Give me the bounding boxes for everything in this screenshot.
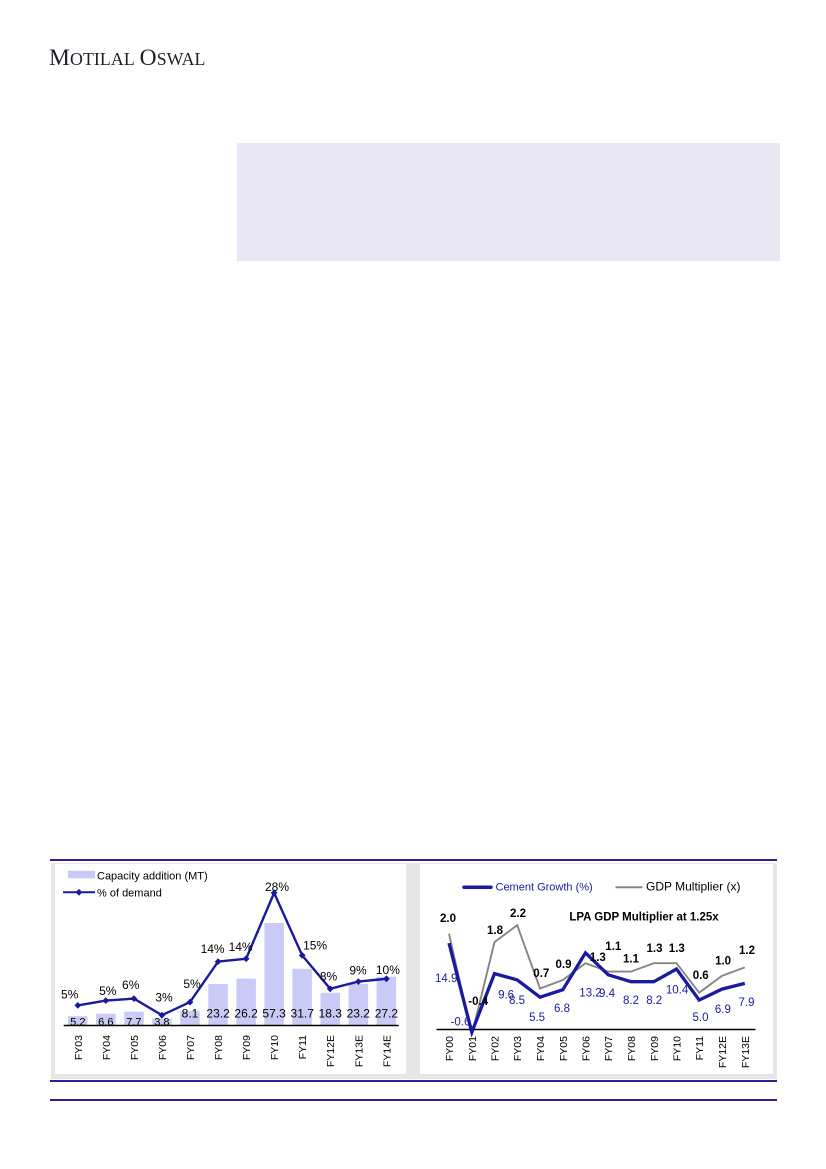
svg-text:5.2: 5.2	[70, 1016, 85, 1028]
svg-text:FY04: FY04	[101, 1035, 113, 1060]
svg-text:Capacity addition (MT): Capacity addition (MT)	[97, 871, 208, 883]
svg-text:2.0: 2.0	[440, 913, 456, 925]
svg-text:FY09: FY09	[648, 1036, 660, 1061]
svg-text:FY08: FY08	[626, 1036, 638, 1061]
svg-text:5%: 5%	[61, 988, 79, 1002]
svg-text:FY10: FY10	[269, 1035, 281, 1060]
svg-text:FY06: FY06	[157, 1035, 169, 1060]
svg-text:FY03: FY03	[73, 1035, 85, 1060]
svg-text:10.4: 10.4	[665, 985, 688, 997]
svg-text:-0.4: -0.4	[468, 996, 488, 1008]
svg-text:8.1: 8.1	[182, 1007, 199, 1021]
svg-text:1.1: 1.1	[605, 941, 622, 953]
svg-text:5.5: 5.5	[529, 1012, 545, 1024]
svg-text:FY03: FY03	[512, 1036, 524, 1061]
svg-text:1.3: 1.3	[589, 952, 605, 964]
svg-text:3%: 3%	[155, 991, 173, 1005]
svg-text:1.8: 1.8	[487, 925, 504, 937]
svg-text:5%: 5%	[99, 984, 117, 998]
svg-text:FY06: FY06	[580, 1036, 592, 1061]
svg-text:14.9: 14.9	[435, 973, 457, 985]
svg-text:8.2: 8.2	[623, 995, 639, 1007]
svg-text:LPA GDP Multiplier at 1.25x: LPA GDP Multiplier at 1.25x	[569, 912, 719, 924]
svg-text:26.2: 26.2	[234, 1007, 258, 1021]
svg-text:FY12E: FY12E	[717, 1036, 729, 1068]
svg-text:FY04: FY04	[535, 1036, 547, 1061]
svg-text:FY12E: FY12E	[325, 1035, 337, 1067]
svg-text:FY13E: FY13E	[739, 1036, 751, 1068]
svg-text:FY02: FY02	[489, 1036, 501, 1061]
svg-text:0.9: 0.9	[555, 959, 571, 971]
svg-text:27.2: 27.2	[375, 1007, 399, 1021]
svg-text:1.0: 1.0	[715, 956, 731, 968]
svg-text:FY11: FY11	[297, 1035, 309, 1059]
svg-text:9.6: 9.6	[498, 990, 514, 1002]
svg-text:FY00: FY00	[444, 1036, 456, 1061]
svg-text:15%: 15%	[303, 939, 327, 953]
svg-text:1.1: 1.1	[623, 954, 640, 966]
svg-text:0.7: 0.7	[533, 968, 549, 980]
svg-text:FY05: FY05	[557, 1036, 569, 1061]
svg-text:23.2: 23.2	[206, 1007, 230, 1021]
svg-text:10%: 10%	[376, 963, 400, 977]
svg-text:6.9: 6.9	[714, 1004, 730, 1016]
svg-text:31.7: 31.7	[291, 1007, 315, 1021]
svg-text:7.9: 7.9	[738, 997, 754, 1009]
svg-text:6%: 6%	[122, 978, 140, 992]
svg-text:9.4: 9.4	[599, 988, 616, 1000]
svg-text:14%: 14%	[201, 942, 225, 956]
svg-text:FY10: FY10	[671, 1036, 683, 1061]
svg-text:18.3: 18.3	[319, 1007, 343, 1021]
svg-text:8.2: 8.2	[646, 995, 662, 1007]
svg-text:7.7: 7.7	[126, 1016, 141, 1028]
svg-text:23.2: 23.2	[347, 1007, 371, 1021]
svg-text:FY08: FY08	[213, 1035, 225, 1060]
svg-text:5.0: 5.0	[692, 1012, 708, 1024]
svg-text:FY01: FY01	[466, 1036, 478, 1061]
svg-text:9%: 9%	[349, 964, 367, 978]
svg-text:57.3: 57.3	[262, 1007, 286, 1021]
svg-text:5%: 5%	[183, 977, 201, 991]
svg-text:2.2: 2.2	[510, 908, 526, 920]
svg-text:6.8: 6.8	[554, 1003, 570, 1015]
svg-text:FY07: FY07	[185, 1035, 197, 1060]
svg-text:-0.6: -0.6	[450, 1017, 470, 1029]
svg-text:1.3: 1.3	[646, 943, 662, 955]
svg-text:FY07: FY07	[603, 1036, 615, 1061]
svg-text:FY05: FY05	[129, 1035, 141, 1060]
svg-text:FY09: FY09	[241, 1035, 253, 1060]
svg-text:% of demand: % of demand	[97, 888, 162, 900]
svg-text:1.3: 1.3	[668, 943, 684, 955]
svg-text:3.8: 3.8	[154, 1016, 169, 1028]
svg-text:8.5: 8.5	[509, 995, 525, 1007]
svg-text:FY14E: FY14E	[381, 1035, 393, 1067]
svg-text:Cement Growth (%): Cement Growth (%)	[495, 882, 592, 894]
svg-text:0.6: 0.6	[692, 970, 708, 982]
svg-text:28%: 28%	[265, 880, 289, 894]
svg-text:6.6: 6.6	[98, 1016, 113, 1028]
svg-text:FY13E: FY13E	[353, 1035, 365, 1067]
svg-text:FY11: FY11	[694, 1036, 706, 1060]
svg-text:14%: 14%	[229, 940, 253, 954]
svg-text:13.2: 13.2	[579, 988, 601, 1000]
svg-text:8%: 8%	[320, 970, 338, 984]
svg-text:GDP Multiplier (x): GDP Multiplier (x)	[646, 880, 740, 894]
svg-text:1.2: 1.2	[739, 945, 755, 957]
